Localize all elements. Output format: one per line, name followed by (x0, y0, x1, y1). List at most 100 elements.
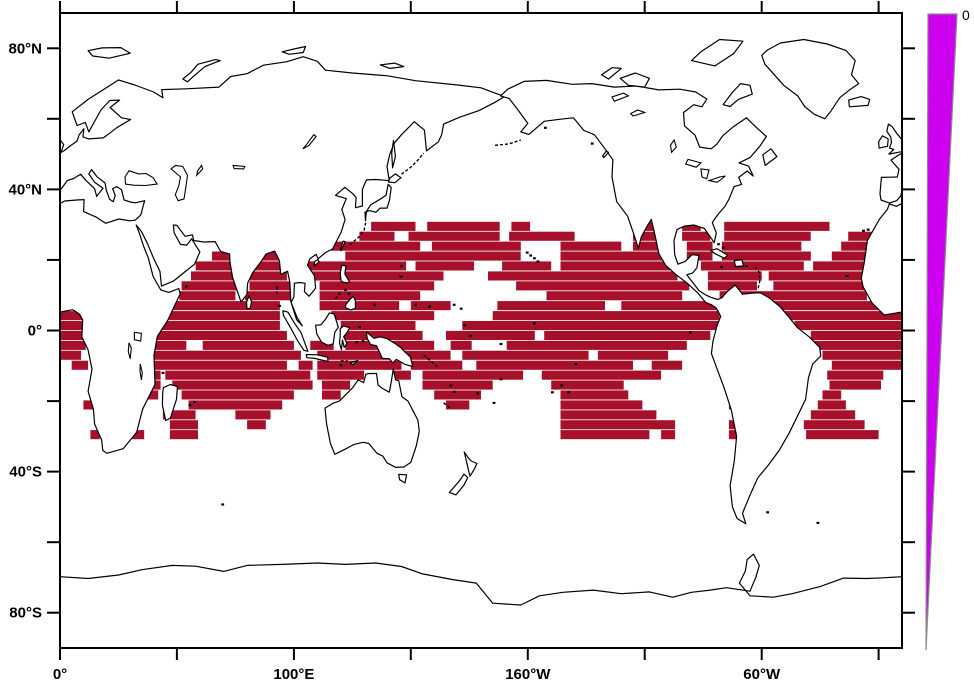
x-tick-label: 0° (53, 666, 67, 683)
data-cell (551, 380, 624, 390)
data-cell (450, 340, 472, 350)
coastlines (60, 38, 902, 648)
data-cell (773, 281, 867, 291)
data-cell (319, 291, 421, 301)
data-cell (488, 271, 678, 281)
landmass-outline (365, 331, 414, 368)
data-cell (817, 400, 846, 410)
island-dot (161, 371, 165, 374)
island-dot (459, 307, 463, 310)
data-cell (83, 400, 96, 410)
data-cell (60, 321, 86, 331)
lake-outline (139, 363, 143, 380)
data-cell (686, 241, 713, 251)
y-tick-label: 80°S (9, 605, 42, 622)
data-cell (848, 231, 884, 241)
landmass-outline (762, 148, 778, 166)
data-cell (803, 340, 902, 350)
data-cell (476, 360, 633, 370)
island-dot (476, 392, 479, 395)
lake-outline (133, 331, 142, 342)
lake-outline (684, 158, 703, 168)
data-cell (331, 311, 435, 321)
data-cell (165, 370, 311, 380)
landmass-outline (722, 83, 753, 108)
data-cell (841, 241, 872, 251)
island-dot (816, 521, 820, 524)
landmass-outline (690, 38, 744, 67)
data-cell (633, 241, 673, 251)
data-cell (782, 311, 902, 321)
data-cell (296, 271, 444, 281)
data-cell (651, 360, 683, 370)
data-cell (497, 301, 605, 311)
data-cell (794, 321, 902, 331)
data-cell (509, 231, 575, 241)
data-cell (90, 430, 100, 440)
landmass-outline (161, 383, 178, 422)
data-cell (728, 430, 741, 440)
lake-outline (706, 175, 726, 183)
data-cell (462, 350, 589, 360)
lake-outline (629, 109, 647, 117)
data-cell (597, 350, 669, 360)
island-dot (452, 303, 456, 306)
data-cell (310, 340, 334, 350)
data-cell (813, 261, 872, 271)
data-cell (806, 430, 879, 440)
island-dot (469, 334, 472, 337)
data-cell (422, 370, 524, 380)
data-cell (298, 360, 313, 370)
data-cells (60, 221, 902, 440)
landmass-outline (886, 123, 902, 155)
x-tick-label: 60°W (743, 666, 781, 683)
data-cell (254, 251, 280, 261)
data-cell (541, 370, 662, 380)
island-dot (428, 305, 431, 308)
data-cell (829, 380, 881, 390)
data-cell (633, 231, 669, 241)
data-cell (179, 291, 236, 301)
data-cell (322, 390, 341, 400)
data-cell (773, 301, 884, 311)
island-chain (754, 266, 761, 289)
island-dot (525, 251, 529, 254)
landmass-outline (448, 473, 469, 496)
island-chain (443, 402, 451, 409)
y-tick-label: 80°N (8, 40, 42, 57)
island-chain (334, 291, 341, 300)
island-dot (344, 288, 347, 292)
landmass-outline (848, 96, 871, 108)
lake-outline (195, 164, 204, 178)
island-dot (745, 264, 748, 268)
island-dot (339, 364, 343, 367)
landmass-outline (282, 310, 309, 352)
data-cell (296, 261, 407, 271)
landmass-outline (733, 259, 745, 268)
data-cell (188, 400, 283, 410)
y-tick-label: 40°N (8, 181, 42, 198)
landmass-outline (324, 368, 420, 468)
data-cell (317, 360, 402, 370)
landmass-outline (305, 353, 329, 363)
data-cell (827, 370, 884, 380)
data-cell (322, 380, 351, 390)
data-cell (144, 390, 159, 400)
data-cell (682, 221, 701, 231)
data-cell (831, 251, 872, 261)
island-dot (188, 403, 192, 407)
data-cell (415, 261, 474, 271)
data-cell (445, 330, 535, 340)
data-cell (359, 231, 395, 241)
data-cell (249, 261, 285, 271)
landmass-outline (379, 62, 405, 69)
data-cell (724, 231, 811, 241)
data-cell (560, 390, 629, 400)
data-cell (682, 231, 711, 241)
island-chain (423, 354, 439, 369)
landmass-outline (500, 79, 822, 525)
data-cell (810, 410, 856, 420)
island-dot (567, 391, 571, 394)
island-dot (721, 246, 725, 249)
island-dot (414, 303, 417, 306)
